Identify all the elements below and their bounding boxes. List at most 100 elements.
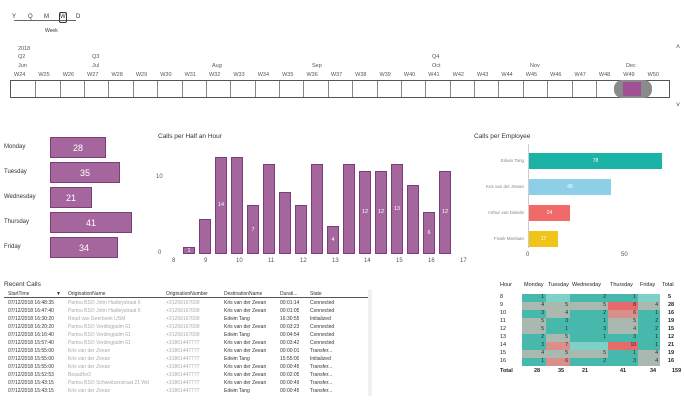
timeline-week-cell[interactable] bbox=[400, 81, 425, 97]
timeline-selected-week[interactable] bbox=[623, 82, 641, 96]
matrix-cell[interactable]: 1 bbox=[608, 294, 638, 302]
timeline-week-cell[interactable] bbox=[327, 81, 352, 97]
matrix-cell[interactable]: 1 bbox=[522, 358, 546, 366]
half-hour-bar[interactable] bbox=[279, 191, 291, 254]
matrix-cell[interactable]: 2 bbox=[570, 358, 608, 366]
table-scrollbar[interactable] bbox=[368, 290, 372, 396]
timeline-week-cell[interactable] bbox=[108, 81, 132, 97]
timeline-week-cell[interactable] bbox=[35, 81, 59, 97]
column-header[interactable]: Durati... bbox=[280, 291, 298, 297]
matrix-cell[interactable]: 4 bbox=[522, 302, 546, 310]
matrix-cell[interactable]: 1 bbox=[570, 318, 608, 326]
matrix-cell[interactable]: 5 bbox=[546, 334, 570, 342]
day-bar[interactable]: 28 bbox=[50, 137, 106, 158]
timeline-week-cell[interactable] bbox=[352, 81, 376, 97]
day-bar[interactable]: 21 bbox=[50, 187, 92, 208]
matrix-cell[interactable]: 8 bbox=[608, 302, 638, 310]
timeline-week-cell[interactable] bbox=[181, 81, 206, 97]
matrix-cell[interactable]: 5 bbox=[570, 302, 608, 310]
matrix-cell[interactable] bbox=[570, 342, 608, 350]
timeline-week-cell[interactable] bbox=[157, 81, 181, 97]
matrix-cell[interactable]: 7 bbox=[546, 342, 570, 350]
timeline-week-cell[interactable] bbox=[522, 81, 547, 97]
table-row[interactable]: 07/12/2018 15:43:15 Partou BSO Schweitzer… bbox=[4, 379, 372, 387]
table-row[interactable]: 07/12/2018 16:20:20 Partou BSO Verdingpal… bbox=[4, 323, 372, 331]
timeline-week-cell[interactable] bbox=[84, 81, 108, 97]
table-row[interactable]: 07/12/2018 16:47:40 Partou BSO John Hadle… bbox=[4, 307, 372, 315]
day-bar[interactable]: 35 bbox=[50, 162, 120, 183]
granularity-year[interactable]: Y bbox=[12, 14, 17, 20]
matrix-cell[interactable]: 4 bbox=[638, 302, 660, 310]
granularity-week[interactable]: W bbox=[60, 14, 66, 20]
half-hour-bar[interactable] bbox=[359, 170, 371, 254]
matrix-cell[interactable] bbox=[546, 294, 570, 302]
timeline-scrollbar[interactable]: ˄ ˅ bbox=[676, 44, 684, 110]
timeline-week-cell[interactable] bbox=[449, 81, 474, 97]
matrix-cell[interactable]: 2 bbox=[570, 310, 608, 318]
matrix-cell[interactable]: 1 bbox=[638, 310, 660, 318]
matrix-cell[interactable]: 4 bbox=[522, 350, 546, 358]
matrix-cell[interactable]: 5 bbox=[546, 350, 570, 358]
timeline-week-cell[interactable] bbox=[303, 81, 327, 97]
matrix-cell[interactable]: 1 bbox=[608, 350, 638, 358]
granularity-selected-box[interactable] bbox=[59, 12, 67, 23]
timeline-week-cell[interactable] bbox=[547, 81, 571, 97]
granularity-quarter[interactable]: Q bbox=[28, 14, 33, 20]
timeline-week-cell[interactable] bbox=[571, 81, 596, 97]
matrix-cell[interactable]: 1 bbox=[522, 294, 546, 302]
recent-calls-table[interactable]: StartTime ▼ OriginationName OriginationN… bbox=[4, 290, 372, 398]
matrix-cell[interactable]: 3 bbox=[522, 342, 546, 350]
scroll-up-icon[interactable]: ˄ bbox=[676, 44, 681, 51]
half-hour-bar[interactable] bbox=[231, 156, 243, 254]
matrix-cell[interactable]: 3 bbox=[522, 310, 546, 318]
matrix-cell[interactable]: 4 bbox=[546, 310, 570, 318]
granularity-selector[interactable]: Y Q M W D Week bbox=[10, 12, 90, 38]
matrix-cell[interactable] bbox=[638, 294, 660, 302]
column-header[interactable]: StartTime bbox=[8, 291, 30, 297]
timeline-bar[interactable] bbox=[10, 80, 670, 98]
matrix-cell[interactable]: 1 bbox=[570, 334, 608, 342]
half-hour-bar[interactable] bbox=[183, 247, 195, 254]
matrix-cell[interactable]: 5 bbox=[546, 302, 570, 310]
timeline-week-cell[interactable] bbox=[254, 81, 279, 97]
half-hour-bar[interactable] bbox=[263, 163, 275, 254]
matrix-cell[interactable]: 2 bbox=[570, 294, 608, 302]
table-row[interactable]: 07/12/2018 15:52:53 Beaudfor2 +31861447777… bbox=[4, 371, 372, 379]
half-hour-bar[interactable] bbox=[423, 212, 435, 254]
half-hour-bar[interactable] bbox=[407, 184, 419, 254]
column-header[interactable]: State bbox=[310, 291, 322, 297]
column-header[interactable]: DestinationName bbox=[224, 291, 263, 297]
matrix-cell[interactable]: 3 bbox=[608, 334, 638, 342]
matrix-cell[interactable]: 4 bbox=[608, 326, 638, 334]
matrix-cell[interactable]: 2 bbox=[638, 318, 660, 326]
half-hour-bar[interactable] bbox=[311, 163, 323, 254]
column-header[interactable]: OriginationNumber bbox=[166, 291, 208, 297]
matrix-cell[interactable]: 3 bbox=[570, 326, 608, 334]
matrix-cell[interactable]: 5 bbox=[522, 326, 546, 334]
matrix-cell[interactable]: 2 bbox=[522, 334, 546, 342]
table-row[interactable]: 07/12/2018 15:57:40 Partou BSO Verdingpal… bbox=[4, 339, 372, 347]
table-row[interactable]: 07/12/2018 15:55:00 Kris van der Zeean +31… bbox=[4, 347, 372, 355]
half-hour-bar[interactable] bbox=[343, 163, 355, 254]
half-hour-bar[interactable] bbox=[327, 226, 339, 254]
employee-bar[interactable]: 17 bbox=[529, 231, 558, 247]
matrix-cell[interactable]: 5 bbox=[608, 318, 638, 326]
timeline-week-cell[interactable] bbox=[376, 81, 401, 97]
granularity-day[interactable]: D bbox=[76, 14, 81, 20]
timeline-week-cell[interactable] bbox=[59, 81, 84, 97]
timeline-week-cell[interactable] bbox=[425, 81, 449, 97]
table-row[interactable]: 07/12/2018 16:16:40 Partou BSO Verdingpal… bbox=[4, 331, 372, 339]
timeline-week-cell[interactable] bbox=[205, 81, 230, 97]
table-row[interactable]: 07/12/2018 15:55:00 Kris van der Zeean +31… bbox=[4, 355, 372, 363]
granularity-month[interactable]: M bbox=[44, 14, 49, 20]
table-row[interactable]: 07/12/2018 15:55:00 Kris van der Zeean +31… bbox=[4, 363, 372, 371]
half-hour-bar[interactable] bbox=[199, 219, 211, 254]
half-hour-bar[interactable] bbox=[439, 170, 451, 254]
scroll-down-icon[interactable]: ˅ bbox=[676, 102, 681, 109]
timeline-week-cell[interactable] bbox=[595, 81, 620, 97]
matrix-cell[interactable]: 1 bbox=[638, 334, 660, 342]
half-hour-bar[interactable] bbox=[375, 170, 387, 254]
sort-desc-icon[interactable]: ▼ bbox=[56, 291, 61, 297]
matrix-cell[interactable]: 1 bbox=[638, 342, 660, 350]
table-row[interactable]: 07/12/2018 16:48:35 Partou BSO John Hadle… bbox=[4, 299, 372, 307]
